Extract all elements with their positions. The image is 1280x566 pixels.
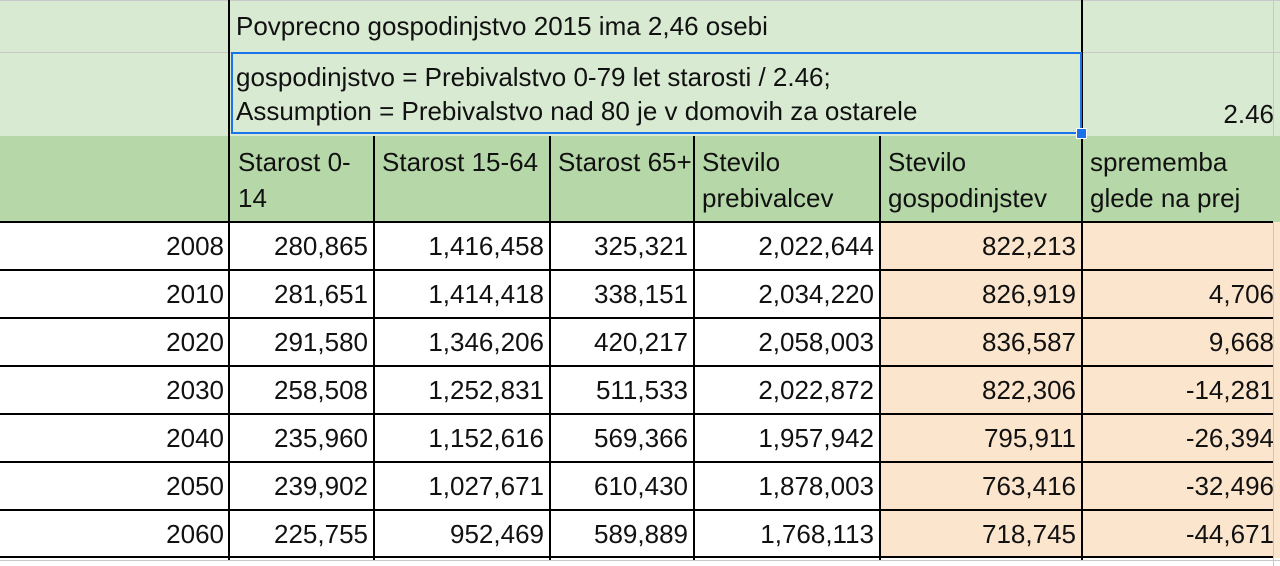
column-border <box>373 136 375 560</box>
households-cell[interactable]: 718,745 <box>880 510 1082 558</box>
change-cell[interactable]: -26,394 <box>1082 414 1280 462</box>
households-cell[interactable]: 822,213 <box>880 222 1082 270</box>
cell-row2-text[interactable]: gospodinjstvo = Prebivalstvo 0-79 let st… <box>230 52 1082 136</box>
header-sprememba[interactable]: sprememba glede na prej <box>1082 136 1280 222</box>
households-cell[interactable]: 822,306 <box>880 366 1082 414</box>
households-cell[interactable]: 836,587 <box>880 318 1082 366</box>
age-15-64-cell[interactable]: 1,414,418 <box>428 279 544 309</box>
change-cell[interactable]: -14,281 <box>1082 366 1280 414</box>
year-cell[interactable]: 2030 <box>166 375 224 405</box>
households-cell[interactable]: 763,416 <box>880 462 1082 510</box>
year-cell[interactable]: 2050 <box>166 471 224 501</box>
formula-line-1: gospodinjstvo = Prebivalstvo 0-79 let st… <box>236 62 831 92</box>
population-cell[interactable]: 2,058,003 <box>758 327 874 357</box>
age-15-64-cell[interactable]: 1,027,671 <box>428 471 544 501</box>
fill-handle[interactable] <box>1076 128 1087 139</box>
row-border <box>0 269 1273 271</box>
age-0-14-cell[interactable]: 291,580 <box>274 327 368 357</box>
header-stevilo-prebivalcev[interactable]: Stevilo prebivalcev <box>694 136 880 222</box>
change-cell[interactable]: 4,706 <box>1082 270 1280 318</box>
header-starost-15-64[interactable]: Starost 15-64 <box>374 136 550 222</box>
year-cell[interactable]: 2008 <box>166 231 224 261</box>
change-cell[interactable]: 9,668 <box>1082 318 1280 366</box>
row-border <box>0 556 1273 558</box>
cell-a1[interactable] <box>0 0 230 52</box>
column-border <box>228 0 230 560</box>
population-cell[interactable]: 2,034,220 <box>758 279 874 309</box>
age-15-64-cell[interactable]: 952,469 <box>450 519 544 549</box>
ratio-value: 2.46 <box>1223 99 1274 129</box>
header-starost-0-14[interactable]: Starost 0-14 <box>230 136 374 222</box>
row-border <box>0 509 1273 511</box>
header-stevilo-gospodinjstev[interactable]: Stevilo gospodinjstev <box>880 136 1082 222</box>
households-cell[interactable]: 795,911 <box>880 414 1082 462</box>
header-corner[interactable] <box>0 136 230 222</box>
age-0-14-cell[interactable]: 225,755 <box>274 519 368 549</box>
year-cell[interactable]: 2040 <box>166 423 224 453</box>
cell-row1-text[interactable]: Povprecno gospodinjstvo 2015 ima 2,46 os… <box>230 0 1082 52</box>
age-15-64-cell[interactable]: 1,152,616 <box>428 423 544 453</box>
row1-text: Povprecno gospodinjstvo 2015 ima 2,46 os… <box>236 11 768 41</box>
year-cell[interactable]: 2020 <box>166 327 224 357</box>
age-0-14-cell[interactable]: 239,902 <box>274 471 368 501</box>
age-65plus-cell[interactable]: 325,321 <box>594 231 688 261</box>
cell-row2-value[interactable]: 2.46 <box>1082 52 1280 136</box>
age-15-64-cell[interactable]: 1,252,831 <box>428 375 544 405</box>
age-65plus-cell[interactable]: 338,151 <box>594 279 688 309</box>
population-cell[interactable]: 2,022,872 <box>758 375 874 405</box>
gridline <box>0 0 1280 1</box>
age-65plus-cell[interactable]: 589,889 <box>594 519 688 549</box>
formula-line-2: Assumption = Prebivalstvo nad 80 je v do… <box>236 96 918 126</box>
row-border <box>0 365 1273 367</box>
year-cell[interactable]: 2010 <box>166 279 224 309</box>
population-cell[interactable]: 1,957,942 <box>758 423 874 453</box>
gridline <box>0 560 1280 561</box>
age-65plus-cell[interactable]: 610,430 <box>594 471 688 501</box>
age-0-14-cell[interactable]: 258,508 <box>274 375 368 405</box>
age-0-14-cell[interactable]: 280,865 <box>274 231 368 261</box>
age-0-14-cell[interactable]: 281,651 <box>274 279 368 309</box>
header-starost-65plus[interactable]: Starost 65+ <box>550 136 694 222</box>
row-border <box>0 461 1273 463</box>
population-cell[interactable]: 1,768,113 <box>760 519 874 549</box>
cell-selection-border[interactable] <box>231 52 1082 134</box>
change-cell[interactable]: -32,496 <box>1082 462 1280 510</box>
change-cell[interactable]: -44,671 <box>1082 510 1280 558</box>
age-65plus-cell[interactable]: 569,366 <box>594 423 688 453</box>
cell-row1-right[interactable] <box>1082 0 1280 52</box>
age-0-14-cell[interactable]: 235,960 <box>274 423 368 453</box>
column-border <box>693 136 695 560</box>
population-cell[interactable]: 1,878,003 <box>758 471 874 501</box>
year-cell[interactable]: 2060 <box>166 519 224 549</box>
age-15-64-cell[interactable]: 1,346,206 <box>428 327 544 357</box>
change-cell[interactable] <box>1082 222 1280 270</box>
cell-a2[interactable] <box>0 52 230 136</box>
age-65plus-cell[interactable]: 420,217 <box>594 327 688 357</box>
households-cell[interactable]: 826,919 <box>880 270 1082 318</box>
age-65plus-cell[interactable]: 511,533 <box>595 375 688 405</box>
row-border <box>0 413 1273 415</box>
column-border <box>879 136 881 560</box>
column-border <box>549 136 551 560</box>
age-15-64-cell[interactable]: 1,416,458 <box>428 231 544 261</box>
row-border <box>0 221 1273 223</box>
row-border <box>0 317 1273 319</box>
population-cell[interactable]: 2,022,644 <box>758 231 874 261</box>
gridline <box>1273 0 1274 566</box>
column-border <box>1081 0 1083 560</box>
